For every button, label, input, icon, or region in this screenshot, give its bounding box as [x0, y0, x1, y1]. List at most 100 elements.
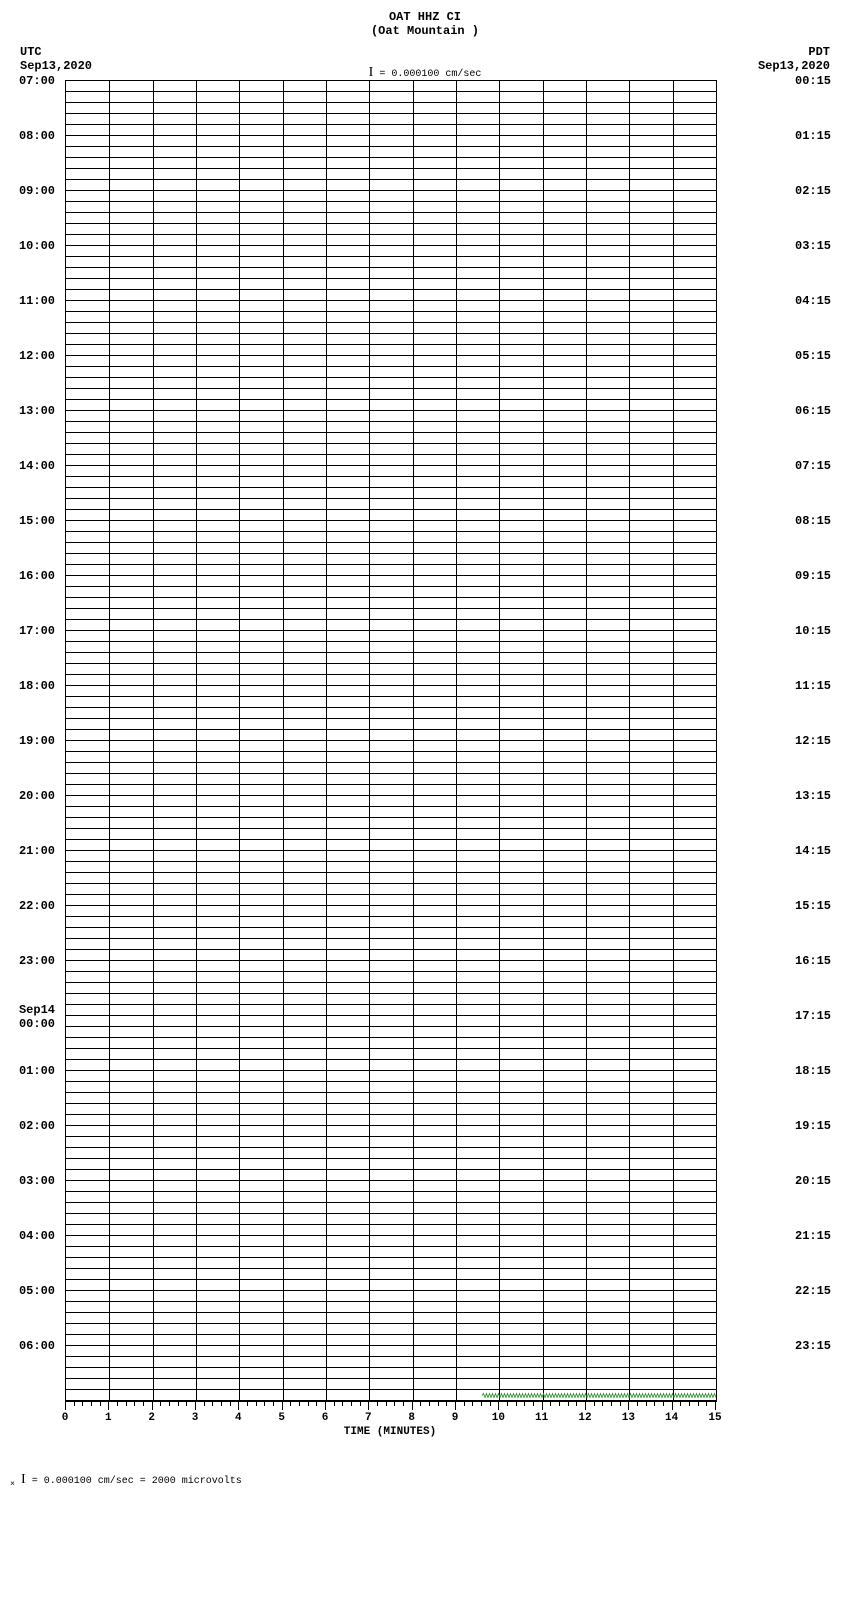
trace-row — [66, 532, 716, 543]
right-time-label: 07:15 — [795, 459, 831, 473]
trace-row — [66, 1203, 716, 1214]
trace-row — [66, 840, 716, 851]
station-name: (Oat Mountain ) — [371, 24, 479, 38]
trace-row — [66, 1269, 716, 1280]
scale-note: I = 0.000100 cm/sec — [369, 65, 482, 81]
xtick-minor — [299, 1402, 300, 1406]
trace-row — [66, 543, 716, 554]
xtick-minor — [82, 1402, 83, 1406]
trace-row — [66, 103, 716, 114]
trace-row — [66, 884, 716, 895]
trace-row — [66, 499, 716, 510]
right-time-label: 22:15 — [795, 1284, 831, 1298]
trace-row — [66, 1126, 716, 1137]
trace-row — [66, 862, 716, 873]
left-time-label: 13:00 — [19, 404, 55, 418]
xtick-minor — [169, 1402, 170, 1406]
trace-row — [66, 334, 716, 345]
xtick-major — [672, 1402, 673, 1410]
trace-row — [66, 851, 716, 862]
left-time-label: 02:00 — [19, 1119, 55, 1133]
trace-row — [66, 818, 716, 829]
left-date: Sep13,2020 — [20, 59, 92, 73]
left-time-label: 20:00 — [19, 789, 55, 803]
xtick-minor — [186, 1402, 187, 1406]
footer-sub: × — [10, 1479, 15, 1489]
footer-text: = 0.000100 cm/sec = 2000 microvolts — [32, 1476, 242, 1487]
left-time-labels: 07:0008:0009:0010:0011:0012:0013:0014:00… — [10, 80, 60, 1400]
vgrid-line — [326, 81, 327, 1401]
xtick-label: 2 — [148, 1412, 155, 1424]
right-time-label: 10:15 — [795, 624, 831, 638]
right-time-label: 16:15 — [795, 954, 831, 968]
xtick-minor — [663, 1402, 664, 1406]
xtick-major — [152, 1402, 153, 1410]
xtick-label: 5 — [278, 1412, 285, 1424]
trace-row — [66, 1291, 716, 1302]
left-time-label: 10:00 — [19, 239, 55, 253]
trace-row — [66, 422, 716, 433]
trace-row — [66, 554, 716, 565]
xtick-label: 14 — [665, 1412, 678, 1424]
trace-row — [66, 1313, 716, 1324]
trace-row — [66, 191, 716, 202]
trace-row — [66, 1159, 716, 1170]
trace-row — [66, 1115, 716, 1126]
xtick-major — [542, 1402, 543, 1410]
xtick-major — [455, 1402, 456, 1410]
xtick-minor — [117, 1402, 118, 1406]
trace-row — [66, 576, 716, 587]
right-time-label: 19:15 — [795, 1119, 831, 1133]
trace-row — [66, 466, 716, 477]
trace-row — [66, 1137, 716, 1148]
left-time-label: 17:00 — [19, 624, 55, 638]
trace-row — [66, 521, 716, 532]
trace-row — [66, 1148, 716, 1159]
left-time-label: 15:00 — [19, 514, 55, 528]
xtick-minor — [568, 1402, 569, 1406]
trace-row — [66, 1214, 716, 1225]
vgrid-line — [283, 81, 284, 1401]
trace-row — [66, 444, 716, 455]
trace-row — [66, 587, 716, 598]
xtick-minor — [386, 1402, 387, 1406]
scale-note-text: = 0.000100 cm/sec — [379, 69, 481, 80]
xtick-major — [368, 1402, 369, 1410]
xtick-minor — [91, 1402, 92, 1406]
trace-row — [66, 1280, 716, 1291]
trace-row — [66, 719, 716, 730]
xtick-major — [412, 1402, 413, 1410]
left-time-label: 09:00 — [19, 184, 55, 198]
right-time-label: 03:15 — [795, 239, 831, 253]
right-time-label: 02:15 — [795, 184, 831, 198]
vgrid-line — [586, 81, 587, 1401]
trace-row — [66, 785, 716, 796]
right-time-label: 01:15 — [795, 129, 831, 143]
trace-row — [66, 631, 716, 642]
xtick-minor — [654, 1402, 655, 1406]
xtick-minor — [698, 1402, 699, 1406]
xtick-label: 6 — [322, 1412, 329, 1424]
right-time-label: 14:15 — [795, 844, 831, 858]
right-time-label: 12:15 — [795, 734, 831, 748]
left-time-label: 16:00 — [19, 569, 55, 583]
xtick-minor — [533, 1402, 534, 1406]
right-time-label: 23:15 — [795, 1339, 831, 1353]
trace-row — [66, 1192, 716, 1203]
x-axis-title: TIME (MINUTES) — [344, 1426, 436, 1438]
left-time-label: 23:00 — [19, 954, 55, 968]
xtick-label: 13 — [622, 1412, 635, 1424]
xtick-minor — [559, 1402, 560, 1406]
trace-row — [66, 906, 716, 917]
trace-row — [66, 961, 716, 972]
trace-row — [66, 279, 716, 290]
trace-row — [66, 92, 716, 103]
xtick-minor — [212, 1402, 213, 1406]
trace-row — [66, 664, 716, 675]
vgrid-line — [196, 81, 197, 1401]
trace-row — [66, 752, 716, 763]
trace-row — [66, 312, 716, 323]
trace-row — [66, 1335, 716, 1346]
trace-row — [66, 1181, 716, 1192]
xtick-minor — [420, 1402, 421, 1406]
